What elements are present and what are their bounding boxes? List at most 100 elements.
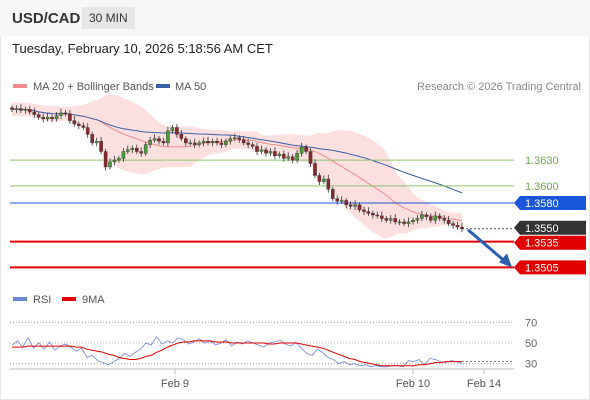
candle-body — [90, 134, 94, 144]
candle-body — [166, 130, 170, 144]
candle-body — [41, 116, 45, 120]
level-tag-support — [514, 235, 586, 250]
candle-body — [406, 221, 411, 224]
candle-body — [366, 211, 371, 214]
forecast-arrow-shaft — [467, 228, 506, 263]
moving-averages — [11, 108, 463, 222]
price-levels: 1.3630 1.3600 1.3580 1.3550 1.3535 1.3505 — [10, 155, 586, 275]
candle-body — [384, 218, 389, 221]
candle-body — [23, 109, 28, 111]
candle-body — [264, 149, 268, 154]
x-axis: Feb 9 Feb 10 Feb 14 — [161, 369, 501, 390]
datetime-label: Tuesday, February 10, 2026 5:18:56 AM CE… — [12, 41, 273, 56]
candle-body — [148, 140, 152, 145]
candle-body — [179, 134, 184, 139]
candle-body — [273, 151, 277, 157]
legend-swatch-ma50 — [156, 84, 170, 88]
candle-body — [304, 146, 308, 152]
candle-body — [28, 109, 32, 113]
candle-body — [134, 147, 139, 152]
level-tag-last — [514, 220, 586, 235]
rsi-legend-label: RSI — [33, 294, 51, 306]
candle-body — [183, 138, 188, 144]
candle-body — [380, 215, 384, 219]
candle-body — [10, 107, 14, 110]
candle-body — [299, 146, 304, 154]
level-label-resistance: 1.3630 — [525, 155, 559, 167]
candle-body — [152, 138, 157, 141]
rsi-tick-label: 70 — [525, 317, 537, 329]
candle-body — [175, 127, 179, 135]
candle-body — [375, 214, 380, 217]
candle-body — [85, 127, 90, 135]
candle-body — [192, 142, 197, 145]
candle-body — [286, 156, 291, 159]
level-label-resistance: 1.3600 — [525, 181, 559, 193]
rsi-legend-swatch — [13, 297, 27, 301]
x-tick-label: Feb 10 — [396, 378, 430, 390]
candle-body — [397, 221, 402, 224]
rsi-tick-label: 30 — [525, 359, 537, 371]
credit-text: Research © 2026 Trading Central — [417, 81, 581, 93]
candle-body — [442, 218, 447, 221]
rsi9ma-legend-label: 9MA — [82, 294, 105, 306]
candle-body — [371, 213, 375, 216]
candle-body — [339, 200, 344, 202]
candle-body — [206, 140, 210, 144]
candle-body — [125, 149, 130, 152]
x-tick-label: Feb 14 — [467, 378, 501, 390]
legend-ma20-label: MA 20 + Bollinger Bands — [33, 81, 154, 93]
candle-body — [246, 142, 250, 145]
timeframe-button[interactable]: 30 MIN — [82, 7, 135, 29]
level-label-support: 1.3535 — [525, 238, 559, 250]
candle-body — [344, 200, 349, 205]
candle-body — [68, 113, 72, 121]
symbol-title: USD/CAD — [12, 10, 81, 27]
candle-body — [94, 140, 99, 144]
candle-body — [72, 120, 77, 125]
header-bar: USD/CAD 30 MIN — [0, 0, 590, 36]
candle-body — [224, 140, 228, 145]
candle-body — [50, 116, 54, 120]
candle-body — [353, 204, 357, 207]
rsi-series-9ma — [12, 340, 462, 367]
candle-body — [241, 139, 246, 144]
candle-body — [121, 151, 126, 159]
level-label-support: 1.3505 — [525, 262, 559, 274]
candle-body — [277, 153, 282, 157]
candle-body — [117, 158, 121, 161]
candle-body — [59, 112, 63, 116]
candle-body — [170, 127, 175, 132]
candle-body — [411, 219, 415, 223]
candle-body — [308, 151, 313, 164]
candle-body — [161, 140, 166, 144]
candle-body — [415, 218, 420, 221]
level-tag-support — [514, 260, 586, 275]
legend-swatch-ma20 — [13, 84, 27, 88]
candle-body — [112, 159, 117, 163]
candle-body — [157, 138, 161, 142]
candle-body — [103, 151, 108, 168]
candle-body — [250, 144, 255, 147]
rsi-series-rsi — [11, 336, 463, 368]
candle-body — [455, 225, 460, 228]
candle-body — [429, 216, 433, 221]
candle-body — [317, 175, 322, 182]
candle-body — [201, 140, 206, 144]
candle-body — [348, 204, 353, 207]
candle-body — [268, 151, 273, 154]
candle-body — [259, 149, 264, 152]
candle-body — [54, 115, 59, 120]
candle-body — [451, 223, 455, 226]
candle-body — [446, 219, 451, 224]
candle-body — [313, 163, 317, 176]
candle-body — [81, 125, 86, 128]
candle-body — [437, 215, 442, 219]
candle-body — [19, 108, 23, 111]
candle-body — [402, 221, 406, 224]
candle-body — [108, 161, 112, 168]
candle-body — [45, 116, 50, 120]
candle-body — [32, 111, 37, 115]
candle-body — [130, 147, 135, 151]
